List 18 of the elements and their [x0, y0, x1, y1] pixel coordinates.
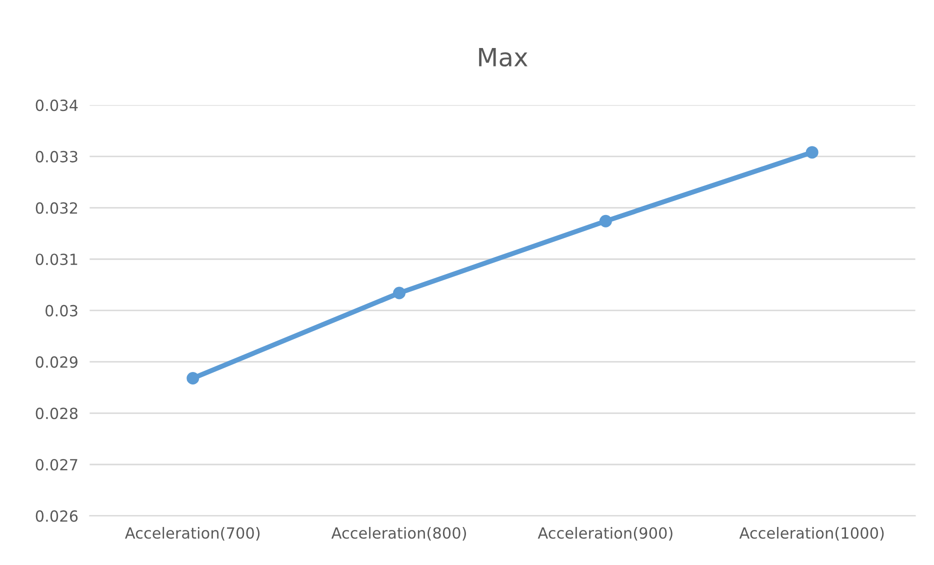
y-tick-label: 0.03: [46, 304, 78, 316]
x-tick-label: Acceleration(700): [124, 526, 260, 541]
point: [806, 146, 818, 159]
y-tick-label: 0.033: [36, 150, 78, 162]
chart-title: Max: [479, 48, 528, 67]
y-tick-label: 0.034: [36, 100, 78, 112]
x-tick-label: Acceleration(800): [331, 526, 466, 541]
point: [599, 214, 612, 228]
point: [186, 372, 200, 384]
y-tick-label: 0.026: [36, 510, 78, 522]
y-tick-label: 0.027: [36, 458, 78, 471]
y-tick-label: 0.031: [36, 254, 78, 266]
x-tick-label: Acceleration(900): [538, 526, 672, 541]
y-tick-label: 0.032: [36, 202, 78, 214]
x-tick-label: Acceleration(1000): [739, 526, 884, 541]
y-tick-label: 0.029: [36, 356, 78, 368]
y-tick-label: 0.028: [36, 408, 78, 420]
point: [393, 286, 406, 300]
